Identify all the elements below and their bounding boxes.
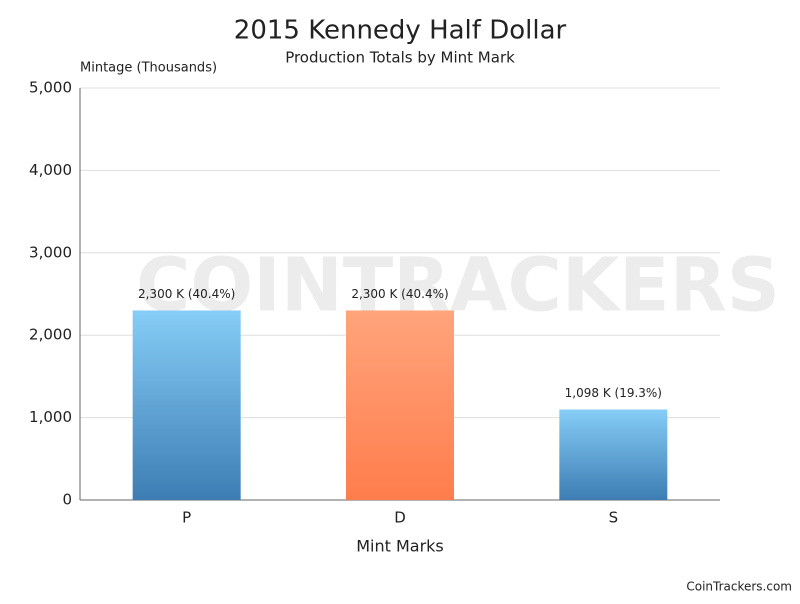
x-tick-label: S [609,509,619,527]
y-tick-label: 3,000 [29,243,72,261]
x-tick-label: P [182,509,191,527]
x-axis-label: Mint Marks [356,537,444,556]
bar [346,310,454,500]
y-tick-label: 4,000 [29,161,72,179]
value-label: 2,300 K (40.4%) [138,287,235,301]
y-tick-label: 1,000 [29,408,72,426]
value-label: 1,098 K (19.3%) [565,386,662,400]
bar [559,410,667,500]
y-tick-label: 2,000 [29,326,72,344]
bar [133,310,241,500]
chart-title: 2015 Kennedy Half Dollar [234,16,567,46]
value-label: 2,300 K (40.4%) [351,287,448,301]
credit: CoinTrackers.com [686,580,792,594]
y-tick-label: 5,000 [29,79,72,97]
chart-subtitle: Production Totals by Mint Mark [285,49,515,67]
y-axis-label: Mintage (Thousands) [80,61,217,76]
x-tick-label: D [394,509,406,527]
y-tick-label: 0 [62,491,72,509]
